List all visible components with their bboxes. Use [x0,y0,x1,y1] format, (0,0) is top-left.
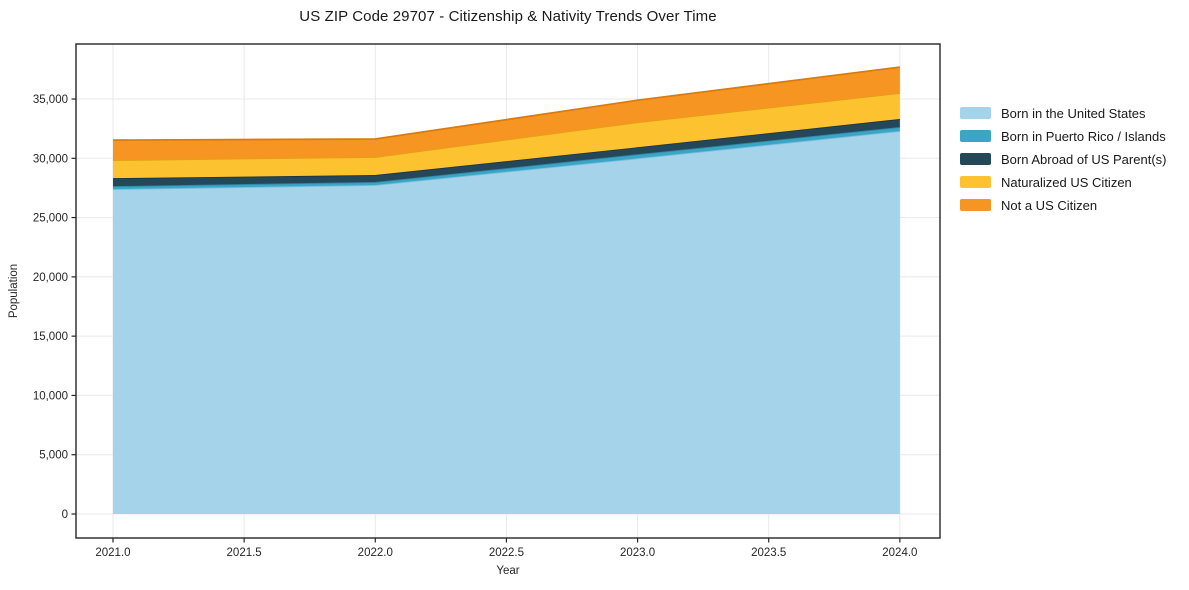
x-tick-label: 2021.0 [95,547,130,559]
area-born-in-the-united-states [112,131,900,515]
x-tick-label: 2023.5 [751,547,786,559]
x-tick-label: 2023.0 [620,547,655,559]
legend-item-label: Born Abroad of US Parent(s) [1001,151,1167,167]
legend-item-label: Born in Puerto Rico / Islands [1001,128,1166,144]
y-tick-label: 0 [62,509,68,521]
y-tick-label: 25,000 [33,213,68,225]
legend-item-label: Born in the United States [1001,105,1146,121]
area-not-a-us-citizen [112,67,900,161]
legend-item: Born Abroad of US Parent(s) [960,151,1188,167]
x-tick-label: 2021.5 [227,547,262,559]
y-tick-label: 5,000 [39,450,68,462]
legend-item-label: Naturalized US Citizen [1001,174,1132,190]
x-axis-title: Year [496,565,520,577]
legend-swatch-icon [960,153,991,165]
legend: Born in the United States Born in Puerto… [960,107,1188,222]
legend-item: Born in the United States [960,105,1188,121]
y-tick-label: 20,000 [33,272,68,284]
x-tick-label: 2022.0 [358,547,393,559]
plot-border [75,43,941,539]
x-tick-label: 2022.5 [489,547,524,559]
area-edge-not-a-us-citizen [112,66,900,141]
legend-item: Born in Puerto Rico / Islands [960,128,1188,144]
y-axis-title: Population [8,263,20,319]
chart-title: US ZIP Code 29707 - Citizenship & Nativi… [299,8,717,25]
legend-item: Naturalized US Citizen [960,174,1188,190]
legend-swatch-icon [960,176,991,188]
y-tick-label: 10,000 [33,390,68,402]
legend-swatch-icon [960,130,991,142]
legend-swatch-icon [960,199,991,211]
legend-item: Not a US Citizen [960,197,1188,213]
area-naturalized-us-citizen [112,93,900,179]
y-tick-label: 15,000 [33,331,68,343]
y-tick-label: 30,000 [33,153,68,165]
area-born-abroad-of-us-parent-s [112,118,900,187]
y-tick-label: 35,000 [33,94,68,106]
x-tick-label: 2024.0 [882,547,917,559]
legend-swatch-icon [960,107,991,119]
legend-item-label: Not a US Citizen [1001,197,1098,213]
